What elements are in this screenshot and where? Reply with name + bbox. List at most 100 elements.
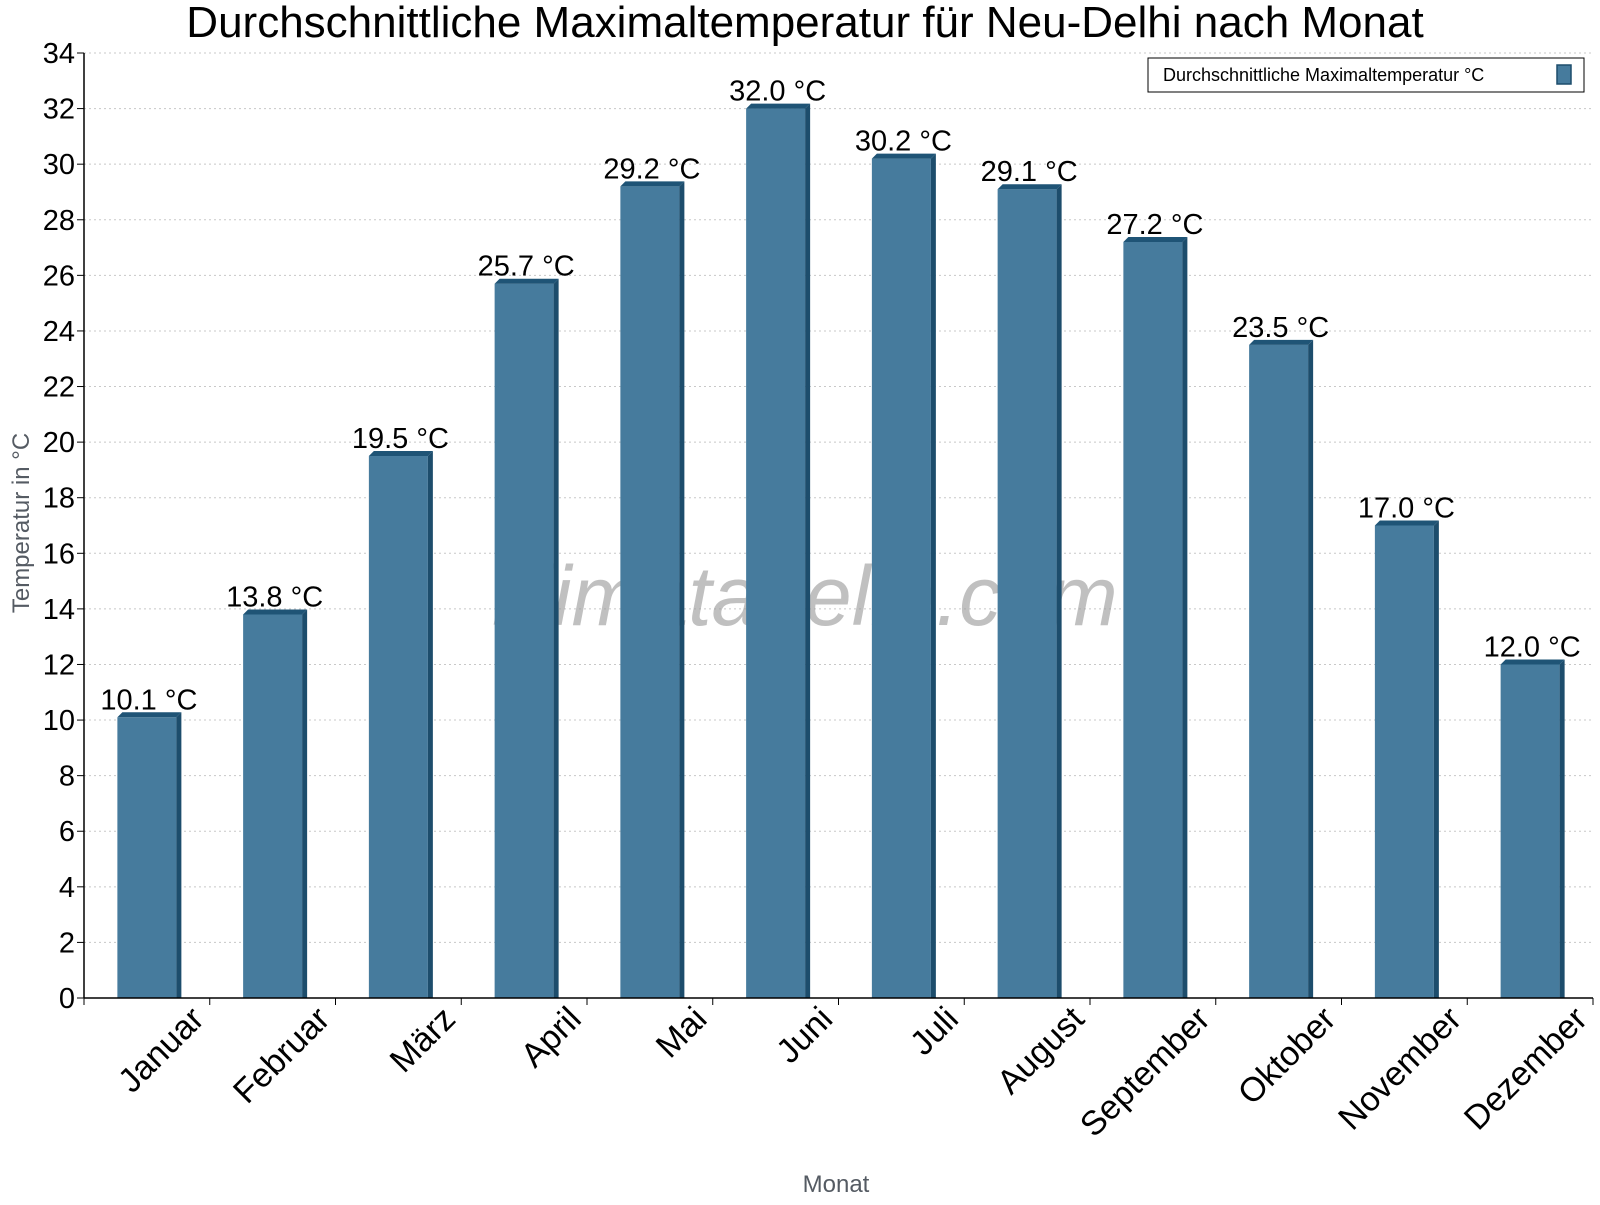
bar-side [1308, 339, 1314, 998]
bar-face [1374, 525, 1434, 998]
bar-face [746, 108, 806, 998]
data-label: 17.0 °C [1358, 493, 1455, 525]
x-tick-label: Oktober [1231, 1000, 1343, 1112]
x-axis-ticks: Januar Februar März April Mai Juni Juli AugustS… [83, 998, 1595, 1144]
bar-face [243, 614, 303, 998]
x-tick-label: März [383, 1000, 463, 1080]
bar-top [494, 278, 559, 284]
axes [83, 53, 1593, 999]
x-tick-label: Juli [903, 1000, 966, 1063]
x-tick-label: Juni [769, 1000, 840, 1071]
bar-face [1123, 242, 1183, 998]
bar-side [302, 609, 308, 998]
y-tick-label: 14 [43, 594, 75, 626]
bar-top [871, 153, 936, 159]
bar-side [1056, 184, 1062, 999]
bar [997, 184, 1062, 999]
bar-side [805, 103, 811, 998]
bar-face [620, 186, 680, 999]
grid-lines [84, 52, 1593, 943]
y-axis-title: Temperatur in °C [8, 433, 35, 613]
bar-side [176, 712, 182, 998]
y-tick-label: 10 [43, 705, 75, 737]
bar [1500, 659, 1565, 998]
data-label: 32.0 °C [729, 76, 826, 108]
x-tick-label: Januar [111, 1000, 211, 1100]
bar-top [1374, 520, 1439, 526]
bar-side [679, 181, 685, 999]
bar [117, 712, 182, 998]
data-label: 13.8 °C [226, 581, 323, 613]
y-tick-label: 24 [43, 316, 75, 348]
bar-face [368, 456, 428, 998]
bar-top [746, 103, 811, 109]
legend-label: Durchschnittliche Maximaltemperatur °C [1163, 65, 1484, 85]
legend: Durchschnittliche Maximaltemperatur °C [1147, 57, 1585, 93]
y-tick-label: 2 [59, 927, 75, 959]
legend-swatch [1556, 64, 1572, 85]
y-tick-label: 12 [43, 649, 75, 681]
x-tick-label: April [514, 1000, 589, 1075]
bar-top [620, 181, 685, 187]
x-tick-label: Dezember [1457, 1000, 1595, 1138]
bar-side [1182, 237, 1188, 998]
data-labels: 10.1 °C 13.8 °C 19.5 °C 25.7 °C 29.2 °C 32.0 … [100, 76, 1580, 717]
bar-face [871, 158, 931, 998]
y-tick-label: 0 [59, 983, 75, 1015]
data-label: 19.5 °C [352, 423, 449, 455]
y-tick-label: 26 [43, 260, 75, 292]
bar-top [368, 451, 433, 457]
bar-top [243, 609, 308, 615]
bar [1249, 339, 1314, 998]
bar-top [117, 712, 182, 718]
y-tick-label: 18 [43, 483, 75, 515]
bar [746, 103, 811, 998]
data-label: 29.2 °C [603, 153, 700, 185]
data-label: 27.2 °C [1106, 209, 1203, 241]
bars [117, 103, 1565, 999]
x-tick-label: September [1073, 1000, 1217, 1144]
bar-side [553, 278, 559, 998]
x-tick-label: August [990, 999, 1092, 1101]
bar-top [997, 184, 1062, 190]
y-tick-label: 32 [43, 94, 75, 126]
bar-face [1500, 664, 1560, 998]
data-label: 30.2 °C [855, 126, 952, 158]
bar [243, 609, 308, 998]
bar [620, 181, 685, 999]
x-axis-title: Monat [803, 1171, 870, 1198]
bar-top [1249, 339, 1314, 345]
bar-side [930, 153, 936, 998]
data-label: 29.1 °C [981, 156, 1078, 188]
y-tick-label: 16 [43, 538, 75, 570]
bar [871, 153, 936, 998]
chart-title: Durchschnittliche Maximaltemperatur für … [186, 0, 1423, 47]
bar [368, 451, 433, 998]
data-label: 23.5 °C [1232, 312, 1329, 344]
x-tick-label: November [1331, 1000, 1469, 1138]
bar-face [997, 189, 1057, 999]
y-tick-label: 30 [43, 149, 75, 181]
bar-side [427, 451, 433, 998]
bar-face [494, 283, 554, 998]
y-tick-label: 20 [43, 427, 75, 459]
bar [1374, 520, 1439, 998]
x-tick-label: Februar [226, 1000, 337, 1111]
y-tick-label: 28 [43, 205, 75, 237]
bar-side [1559, 659, 1565, 998]
y-tick-label: 6 [59, 816, 75, 848]
bar-side [1433, 520, 1439, 998]
bar-top [1500, 659, 1565, 665]
y-tick-label: 34 [43, 38, 75, 70]
x-tick-label: Mai [649, 1000, 715, 1066]
bar-face [117, 717, 177, 998]
data-label: 10.1 °C [100, 684, 197, 716]
bar [494, 278, 559, 998]
data-label: 25.7 °C [478, 251, 575, 283]
legend-box [1147, 57, 1585, 93]
y-tick-label: 22 [43, 372, 75, 404]
data-label: 12.0 °C [1484, 631, 1581, 663]
